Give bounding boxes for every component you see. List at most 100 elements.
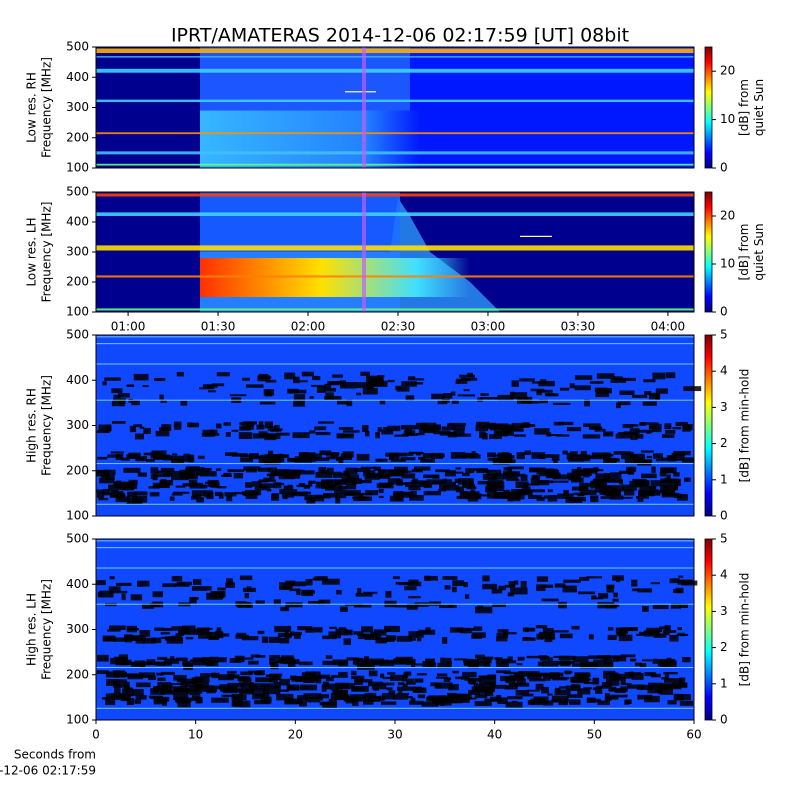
spectrum-cell: [126, 497, 143, 505]
spectrum-cell: [657, 659, 663, 663]
spectrum-cell: [563, 490, 569, 494]
spectrum-cell: [131, 635, 146, 641]
spectrum-cell: [508, 466, 525, 470]
spectrum-cell: [459, 374, 475, 378]
spectrum-cell: [552, 677, 568, 681]
spectrum-cell: [142, 603, 155, 609]
spectrum-cell: [461, 676, 470, 680]
spectrum-cell: [332, 473, 351, 478]
spectrum-cell: [469, 454, 481, 459]
x-tick-label: 60: [686, 728, 701, 742]
spectrum-cell: [453, 429, 465, 436]
x-tick-label: 03:00: [471, 320, 506, 334]
spectrum-cell: [281, 492, 294, 498]
spectrum-cell: [524, 450, 532, 455]
spectrum-cell: [552, 474, 570, 480]
spectrum-cell: [537, 454, 553, 458]
spectrum-cell: [558, 421, 574, 426]
spectrum-cell: [660, 660, 677, 668]
spectrum-cell: [551, 454, 560, 461]
spectrum-cell: [634, 662, 642, 667]
spectrum-cell: [396, 693, 409, 696]
spectrum-cell: [456, 627, 471, 632]
spectrum-cell: [592, 478, 610, 483]
spectrum-cell: [325, 677, 334, 682]
spectrum-cell: [639, 486, 656, 491]
colorbar-tick-label: 10: [720, 257, 735, 271]
spectrum-cell: [584, 681, 598, 685]
spectrum-cell: [106, 679, 120, 686]
spectrum-cell: [133, 424, 143, 428]
spectrum-cell: [184, 584, 190, 587]
spectrum-cell: [516, 678, 526, 686]
spectrum-cell: [200, 673, 218, 677]
spectrum-cell: [512, 490, 517, 494]
spectrum-cell: [409, 451, 424, 455]
spectrum-cell: [443, 393, 453, 399]
spectrum-cell: [538, 380, 555, 387]
spectrum-cell: [408, 631, 419, 638]
spectrum-cell: [344, 629, 353, 636]
spectrum-cell: [353, 631, 364, 635]
spectrum-cell: [503, 489, 510, 493]
spectrum-cell: [352, 658, 370, 665]
spectrum-cell: [338, 427, 354, 430]
spectrum-cell: [255, 670, 264, 676]
spectrum-cell: [548, 672, 564, 677]
spectrum-cell: [388, 690, 396, 694]
spectrum-cell: [452, 580, 465, 587]
chart-title: IPRT/AMATERAS 2014-12-06 02:17:59 [UT] 0…: [171, 25, 629, 47]
spectrum-cell: [463, 582, 468, 588]
spectrum-cell: [503, 671, 510, 675]
spectrum-cell: [440, 657, 445, 665]
spectrum-cell: [584, 399, 590, 407]
x-tick-label: 01:00: [111, 320, 146, 334]
spectrum-cell: [191, 695, 201, 701]
spectrum-band: [96, 245, 694, 251]
spectrum-cell: [441, 426, 456, 431]
spectrum-cell: [403, 430, 416, 436]
spectrum-cell: [148, 695, 163, 698]
spectrum-cell: [245, 469, 257, 473]
spectrum-cell: [612, 598, 619, 602]
spectrum-cell: [401, 381, 417, 387]
spectrum-cell: [385, 452, 400, 457]
spectrum-cell: [497, 589, 503, 594]
spectrum-cell: [336, 457, 343, 462]
spectrum-cell: [365, 379, 384, 387]
spectrum-cell: [375, 431, 380, 439]
spectrum-cell: [662, 630, 677, 633]
spectrum-cell: [441, 398, 450, 403]
spectrum-cell: [527, 673, 543, 677]
spectrum-cell: [354, 678, 363, 685]
spectrum-cell: [526, 689, 540, 692]
spectrum-cell: [543, 495, 548, 499]
spectrum-cell: [588, 455, 607, 460]
spectrum-cell: [580, 451, 587, 457]
spectrum-cell: [596, 373, 615, 379]
spectrum-cell: [263, 685, 281, 690]
spectrum-cell: [551, 695, 569, 703]
spectrum-cell: [375, 637, 387, 644]
spectrum-cell: [137, 472, 147, 477]
spectrum-cell: [405, 395, 415, 401]
spectrum-cell: [451, 699, 463, 704]
spectrum-cell: [412, 478, 419, 482]
spectrum-cell: [421, 701, 439, 707]
spectrum-cell: [477, 605, 484, 609]
spectrum-cell: [496, 670, 511, 674]
spectrum-cell: [605, 678, 620, 686]
spectrum-cell: [454, 478, 461, 483]
spectrum-cell: [511, 489, 528, 495]
spectrum-cell: [254, 486, 271, 491]
spectrum-cell: [623, 489, 635, 496]
spectrum-cell: [126, 384, 135, 388]
spectrum-cell: [388, 455, 394, 461]
spectrum-cell: [241, 635, 259, 641]
spectrum-cell: [507, 696, 523, 700]
spectrum-cell: [258, 431, 268, 438]
spectrum-cell: [494, 657, 503, 660]
spectrum-cell: [216, 627, 222, 634]
spectrum-cell: [111, 388, 123, 394]
spectrum-cell: [520, 423, 536, 428]
